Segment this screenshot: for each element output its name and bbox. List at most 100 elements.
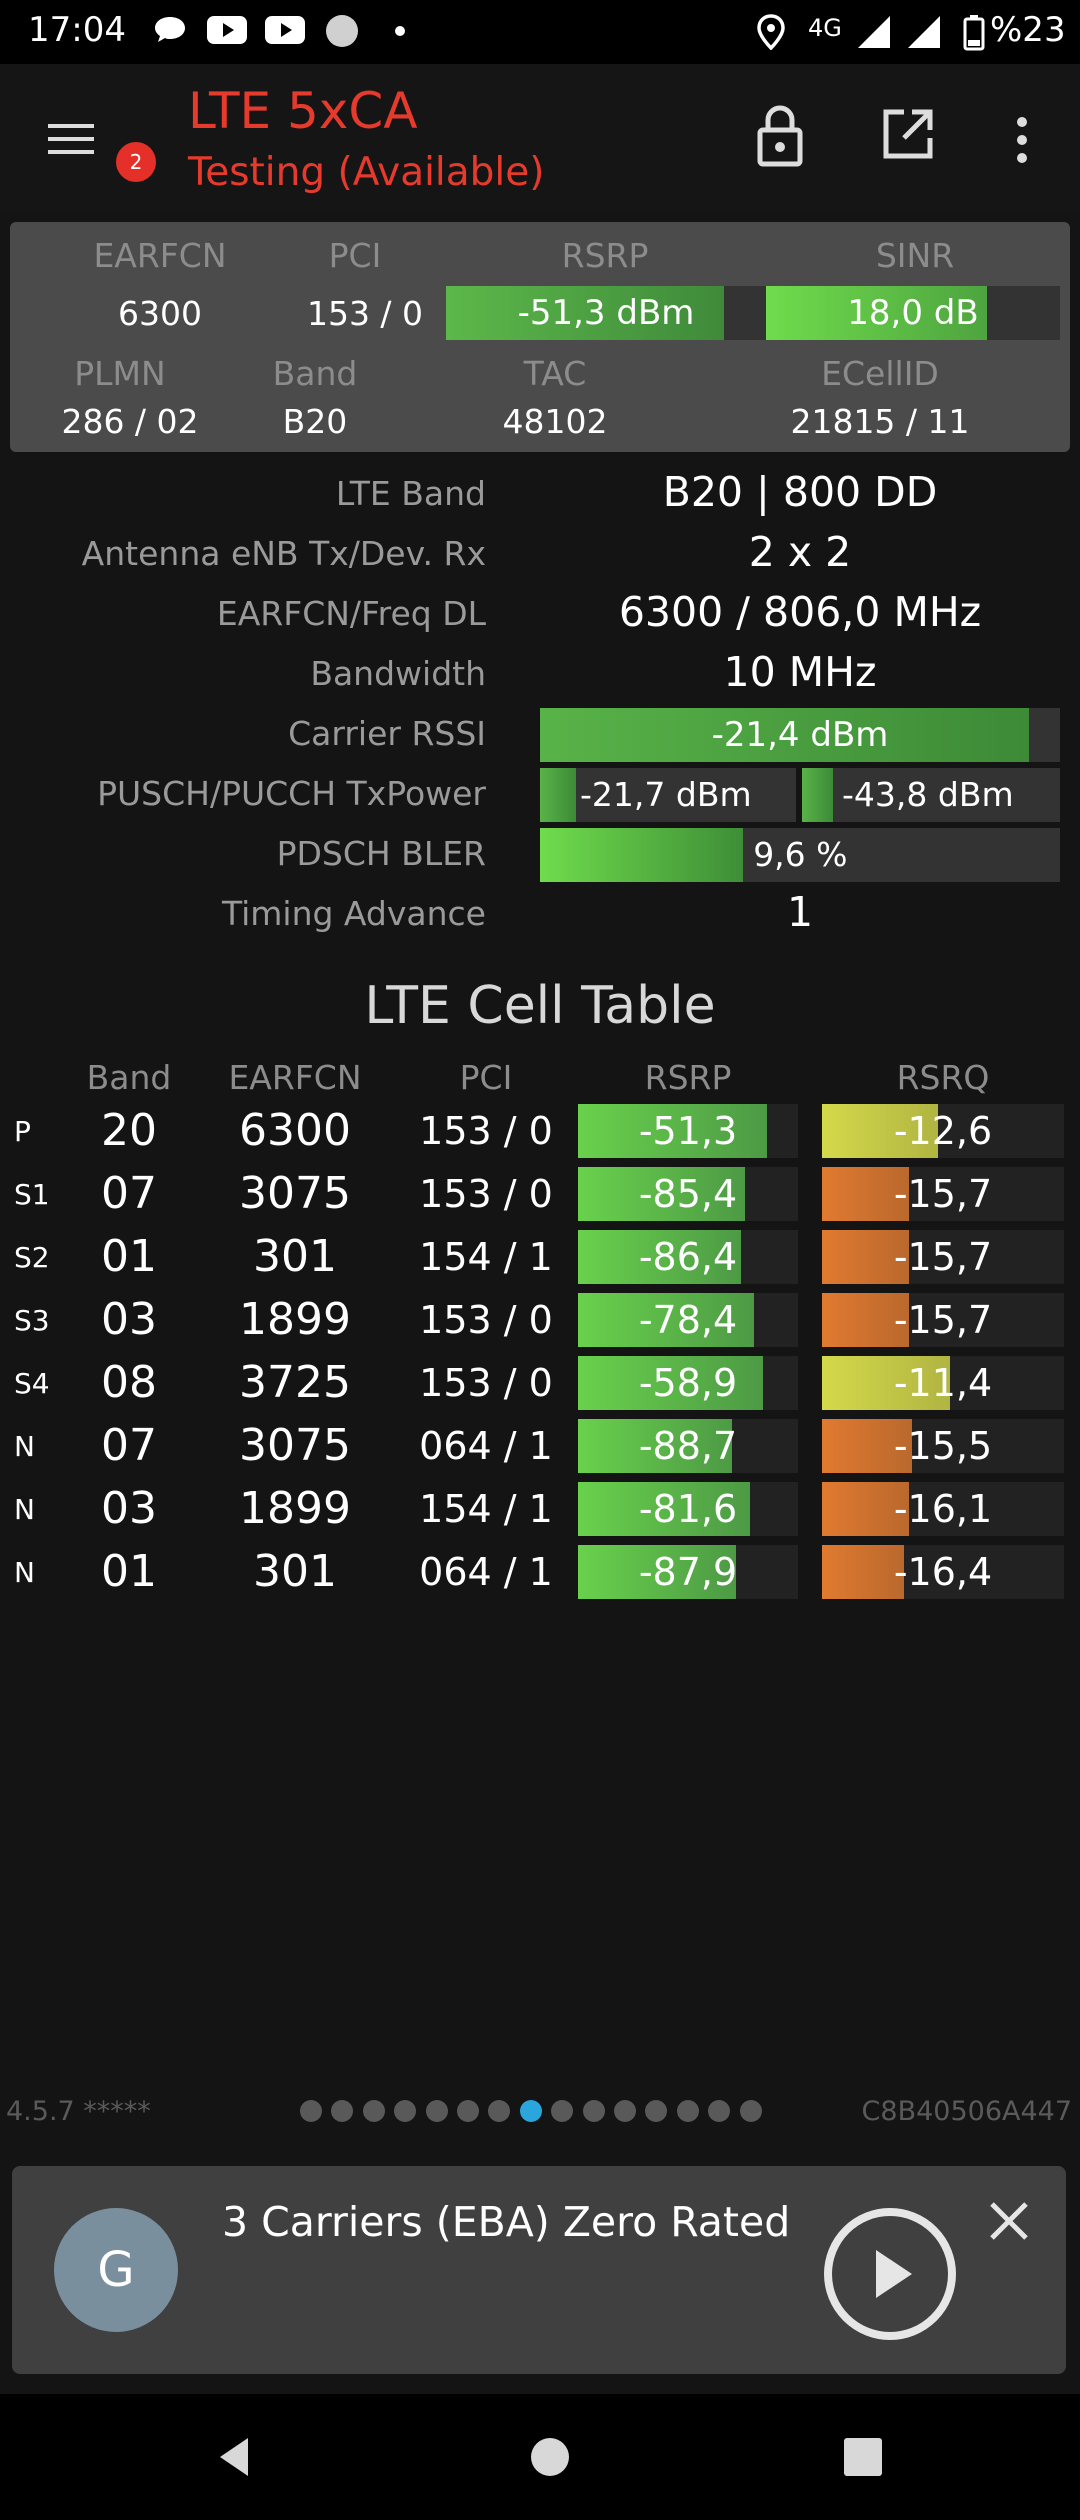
rsrp-header: RSRP — [561, 236, 649, 275]
cell-rsrp-fill — [578, 1104, 768, 1158]
col-band-header: Band — [86, 1058, 172, 1097]
bler-label: PDSCH BLER — [276, 834, 486, 873]
band-header: Band — [272, 354, 358, 393]
cell-rsrq-bar: -16,4 — [822, 1545, 1064, 1599]
cell-band: 01 — [101, 1546, 157, 1597]
dot-icon — [394, 14, 406, 54]
cell-rsrq-value: -15,5 — [893, 1424, 993, 1468]
chat-bubble-icon — [152, 14, 188, 52]
signal-icon — [854, 14, 894, 54]
plmn-header: PLMN — [74, 354, 166, 393]
cell-rsrp-fill — [578, 1545, 737, 1599]
cell-pci: 153 / 0 — [419, 1109, 553, 1153]
cell-rsrp-value: -85,4 — [638, 1172, 738, 1216]
bandwidth-label: Bandwidth — [310, 654, 486, 693]
cell-pci: 154 / 1 — [419, 1235, 553, 1279]
cell-rsrq-fill — [822, 1545, 905, 1599]
back-button[interactable] — [210, 2432, 260, 2482]
page-dot[interactable] — [614, 2100, 636, 2122]
lte-band-value: B20 | 800 DD — [662, 468, 938, 516]
lock-button[interactable] — [750, 100, 820, 180]
cell-rsrq-value: -15,7 — [893, 1172, 993, 1216]
page-dot[interactable] — [708, 2100, 731, 2122]
page-dot[interactable] — [645, 2100, 668, 2122]
carrier-rssi-label: Carrier RSSI — [288, 714, 486, 753]
cell-rsrp-bar: -86,4 — [578, 1230, 798, 1284]
table-row: N 03 1899 154 / 1 -81,6 -16,1 — [0, 1479, 1080, 1541]
cell-earfcn: 6300 — [239, 1105, 351, 1156]
page-dot[interactable] — [362, 2100, 385, 2122]
page-dot[interactable] — [394, 2100, 417, 2122]
external-link-button[interactable] — [878, 104, 948, 174]
cell-pci: 064 / 1 — [419, 1424, 553, 1468]
cell-earfcn: 3075 — [239, 1420, 351, 1471]
cell-rsrq-value: -15,7 — [893, 1235, 993, 1279]
recents-button[interactable] — [838, 2432, 888, 2482]
cell-rsrq-fill — [822, 1293, 910, 1347]
tac-header: TAC — [523, 354, 587, 393]
cell-band: 03 — [101, 1483, 157, 1534]
cell-rsrp-bar: -58,9 — [578, 1356, 798, 1410]
play-button[interactable] — [822, 2206, 958, 2342]
page-dot[interactable] — [582, 2100, 605, 2122]
cell-pci: 064 / 1 — [419, 1550, 553, 1594]
home-button[interactable] — [526, 2432, 576, 2482]
col-rsrq-header: RSRQ — [896, 1058, 990, 1097]
cell-rsrq-fill — [822, 1356, 951, 1410]
tac-value: 48102 — [502, 402, 608, 441]
bler-bar: 9,6 % — [540, 828, 1060, 882]
page-dot[interactable] — [676, 2100, 699, 2122]
table-row: P 20 6300 153 / 0 -51,3 -12,6 — [0, 1101, 1080, 1163]
table-row: N 07 3075 064 / 1 -88,7 -15,5 — [0, 1416, 1080, 1478]
table-row: S1 07 3075 153 / 0 -85,4 -15,7 — [0, 1164, 1080, 1226]
cell-rsrp-bar: -78,4 — [578, 1293, 798, 1347]
cell-band: 03 — [101, 1294, 157, 1345]
app-version: 4.5.7 ***** — [6, 2096, 151, 2127]
hamburger-menu-icon — [48, 124, 94, 154]
cell-band: 07 — [101, 1168, 157, 1219]
cell-rsrq-value: -11,4 — [893, 1361, 993, 1405]
rsrp-value: -51,3 dBm — [517, 293, 695, 333]
page-dot[interactable] — [457, 2100, 479, 2122]
page-dot[interactable] — [488, 2100, 511, 2122]
earfcn-value: 6300 — [118, 294, 202, 333]
cell-earfcn: 3725 — [239, 1357, 351, 1408]
sinr-header: SINR — [875, 236, 955, 275]
col-pci-header: PCI — [459, 1058, 513, 1097]
page-dot[interactable] — [331, 2100, 354, 2122]
cell-band: 01 — [101, 1231, 157, 1282]
page-dot[interactable] — [551, 2100, 574, 2122]
cell-rsrq-bar: -15,7 — [822, 1230, 1064, 1284]
cell-type: N — [14, 1430, 35, 1463]
recents-icon — [844, 2438, 882, 2476]
overflow-menu-button[interactable] — [1004, 110, 1044, 180]
cell-rsrq-bar: -16,1 — [822, 1482, 1064, 1536]
close-button[interactable] — [984, 2196, 1034, 2246]
notification-text: 3 Carriers (EBA) Zero Rated — [222, 2198, 791, 2246]
table-row: N 01 301 064 / 1 -87,9 -16,4 — [0, 1542, 1080, 1604]
col-rsrp-header: RSRP — [644, 1058, 732, 1097]
cell-pci: 153 / 0 — [419, 1298, 553, 1342]
page-dot[interactable] — [519, 2100, 542, 2122]
close-icon — [990, 2202, 1028, 2240]
pci-header: PCI — [328, 236, 382, 275]
page-dot[interactable] — [739, 2100, 762, 2122]
bler-bar-fill — [540, 828, 743, 882]
cell-rsrq-bar: -15,7 — [822, 1293, 1064, 1347]
cell-type: S1 — [14, 1178, 50, 1211]
cell-rsrq-fill — [822, 1230, 910, 1284]
signal-icon — [904, 14, 944, 54]
cell-rsrq-value: -16,4 — [893, 1550, 993, 1594]
page-dot[interactable] — [425, 2100, 448, 2122]
notification-card[interactable]: G 3 Carriers (EBA) Zero Rated — [12, 2166, 1066, 2374]
cell-earfcn: 301 — [253, 1546, 337, 1597]
cell-table-title: LTE Cell Table — [364, 976, 716, 1036]
cell-pci: 153 / 0 — [419, 1361, 553, 1405]
plmn-value: 286 / 02 — [61, 402, 199, 441]
menu-button[interactable]: 2 — [40, 108, 156, 182]
page-dot[interactable] — [300, 2100, 322, 2122]
cell-rsrq-value: -15,7 — [893, 1298, 993, 1342]
cell-band: 08 — [101, 1357, 157, 1408]
device-id: C8B40506A447 — [861, 2096, 1072, 2127]
back-icon — [220, 2438, 248, 2476]
